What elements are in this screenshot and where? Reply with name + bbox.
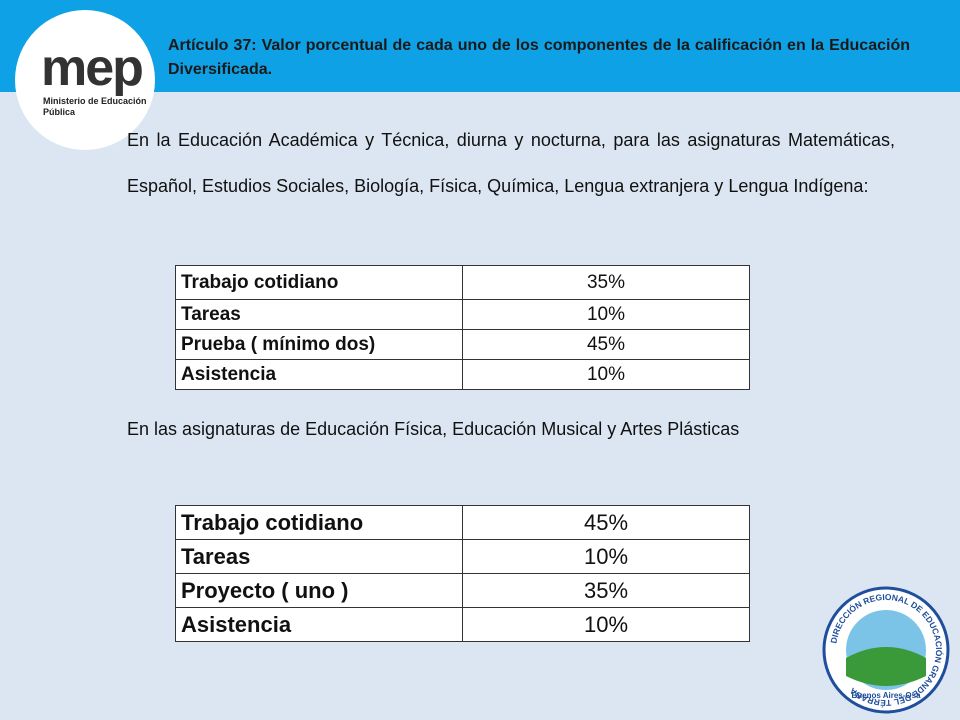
component-cell: Tareas [175, 539, 463, 574]
percent-cell: 45% [462, 505, 750, 540]
paragraph: En las asignaturas de Educación Física, … [127, 419, 740, 439]
logo-brand: mep [41, 39, 144, 97]
table: Trabajo cotidiano 35% Tareas 10% Prueba ( mí… [175, 265, 750, 390]
percent-cell: 35% [462, 265, 750, 300]
logo: mep Ministerio de Educación Pública [15, 10, 155, 150]
header-bar [0, 0, 960, 92]
paragraph: En la Educación Académica y Técnica, diu… [127, 130, 895, 196]
percent-cell: 10% [462, 607, 750, 642]
component-cell: Tareas [175, 299, 463, 330]
table-row: Tareas 10% [175, 539, 750, 574]
table: Trabajo cotidiano 45% Tareas 10% Proyecto ( … [175, 505, 750, 642]
percent-cell: 35% [462, 573, 750, 608]
table-row: Prueba ( mínimo dos) 45% [175, 329, 750, 360]
table-row: Asistencia 10% [175, 359, 750, 390]
logo-subtitle: Ministerio de Educación Pública [43, 96, 147, 117]
percent-cell: 10% [462, 539, 750, 574]
component-cell: Prueba ( mínimo dos) [175, 329, 463, 360]
table-row: Proyecto ( uno ) 35% [175, 573, 750, 608]
seal: DIRECCIÓN REGIONAL DE EDUCACIÓN GRANDE D… [822, 586, 950, 714]
table-row: Trabajo cotidiano 35% [175, 265, 750, 300]
table-row: Asistencia 10% [175, 607, 750, 642]
percent-cell: 10% [462, 299, 750, 330]
seal-land [846, 647, 926, 686]
slide-title: Artículo 37: Valor porcentual de cada un… [168, 37, 910, 78]
component-cell: Asistencia [175, 607, 463, 642]
seal-place: Buenos Aires-Osa [851, 691, 921, 700]
component-cell: Asistencia [175, 359, 463, 390]
component-cell: Trabajo cotidiano [175, 505, 463, 540]
component-cell: Trabajo cotidiano [175, 265, 463, 300]
table-row: Tareas 10% [175, 299, 750, 330]
component-cell: Proyecto ( uno ) [175, 573, 463, 608]
table-row: Trabajo cotidiano 45% [175, 505, 750, 540]
percent-cell: 45% [462, 329, 750, 360]
percent-cell: 10% [462, 359, 750, 390]
